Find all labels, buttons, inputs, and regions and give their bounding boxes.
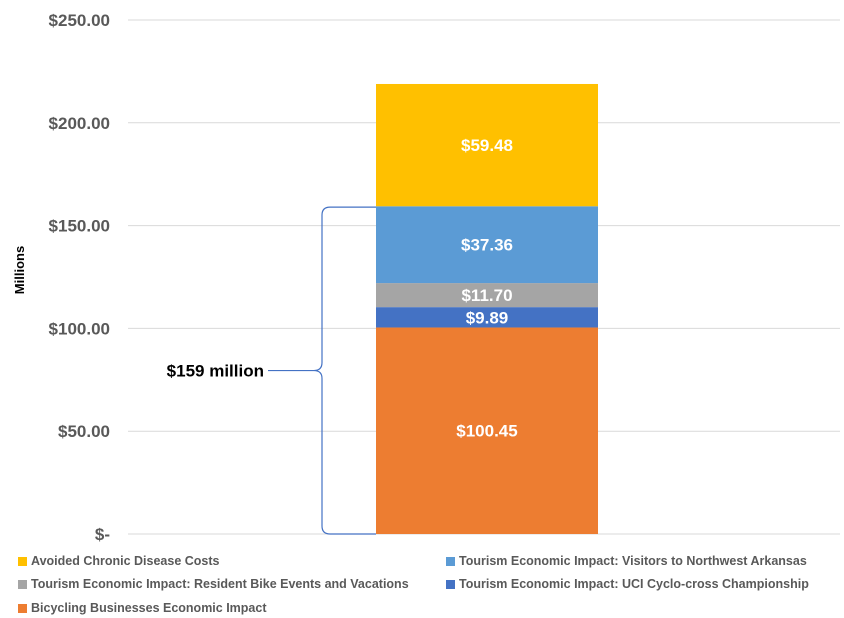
bar-data-label: $37.36 <box>461 236 513 255</box>
y-tick-label: $50.00 <box>58 422 110 441</box>
bar-data-label: $11.70 <box>461 286 512 305</box>
bar-data-label: $9.89 <box>466 308 509 327</box>
y-tick-label: $250.00 <box>49 11 110 30</box>
legend-item-uci-cyclocross: Tourism Economic Impact: UCI Cyclo-cross… <box>446 577 809 591</box>
bar-data-label: $100.45 <box>456 422 517 441</box>
legend-swatch <box>18 579 27 589</box>
bar-segments: $100.45 $9.89 $11.70 $37.36 $59.48 <box>376 83 598 534</box>
y-tick-label: $- <box>95 525 110 544</box>
legend-swatch <box>18 603 27 613</box>
y-tick-label: $150.00 <box>49 217 110 236</box>
legend-item-avoided-chronic-disease: Avoided Chronic Disease Costs <box>18 554 219 568</box>
brace-shape <box>313 206 376 535</box>
y-axis-ticks: $- $50.00 $100.00 $150.00 $200.00 $250.00 <box>49 11 110 544</box>
annotation-label: $159 million <box>167 362 264 381</box>
y-tick-label: $100.00 <box>49 319 110 338</box>
brace-annotation: $159 million <box>167 206 376 535</box>
legend-item-resident-bike-events: Tourism Economic Impact: Resident Bike E… <box>18 577 409 591</box>
bar-data-label: $59.48 <box>461 136 513 155</box>
legend-label: Tourism Economic Impact: Resident Bike E… <box>31 577 409 591</box>
legend-label: Bicycling Businesses Economic Impact <box>31 601 267 615</box>
legend-label: Tourism Economic Impact: Visitors to Nor… <box>459 554 807 568</box>
legend-swatch <box>18 556 27 566</box>
bar-segment <box>376 83 598 207</box>
y-tick-label: $200.00 <box>49 114 110 133</box>
y-axis-title: Millions <box>12 246 27 294</box>
legend-label: Avoided Chronic Disease Costs <box>31 554 220 568</box>
legend-item-bicycling-businesses: Bicycling Businesses Economic Impact <box>18 601 267 615</box>
legend-swatch <box>446 556 455 566</box>
legend-item-visitors-nwa: Tourism Economic Impact: Visitors to Nor… <box>446 554 807 568</box>
legend-label: Tourism Economic Impact: UCI Cyclo-cross… <box>459 577 809 591</box>
bar-segment <box>376 206 598 284</box>
bar-segment <box>376 283 598 308</box>
legend-swatch <box>446 579 455 589</box>
bar-segment <box>376 327 598 534</box>
bar-segment <box>376 307 598 328</box>
